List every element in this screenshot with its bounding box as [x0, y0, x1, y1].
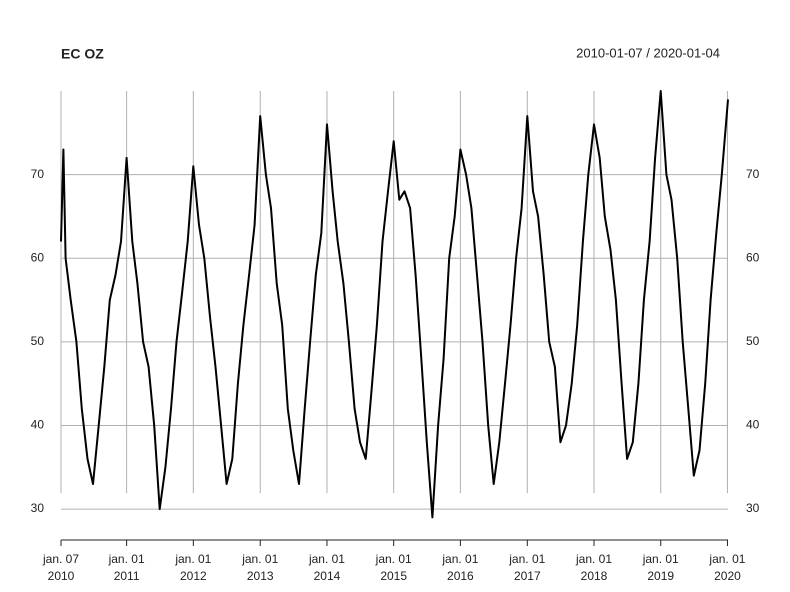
x-tick-label: jan. 01: [441, 552, 478, 566]
x-tick-year: 2017: [514, 569, 541, 583]
y-tick-label: 30: [31, 501, 45, 515]
x-tick-label: jan. 01: [174, 552, 211, 566]
x-tick-label: jan. 01: [308, 552, 345, 566]
x-tick-label: jan. 01: [508, 552, 545, 566]
y-tick-label-right: 30: [746, 501, 760, 515]
x-tick-year: 2011: [114, 569, 140, 583]
x-tick-label: jan. 01: [708, 552, 745, 566]
x-tick-label: jan. 01: [642, 552, 679, 566]
chart-subtitle: 2010-01-07 / 2020-01-04: [576, 45, 720, 60]
y-tick-label-right: 40: [746, 418, 760, 432]
y-tick-label-right: 60: [746, 250, 760, 264]
x-tick-year: 2013: [247, 569, 274, 583]
x-tick-year: 2019: [647, 569, 674, 583]
series-line: [60, 90, 729, 519]
x-tick-year: 2016: [447, 569, 474, 583]
y-tick-label: 70: [31, 167, 45, 181]
x-tick-year: 2012: [180, 569, 207, 583]
x-tick-year: 2020: [714, 569, 741, 583]
y-tick-label: 40: [31, 418, 45, 432]
x-tick-label: jan. 01: [241, 552, 278, 566]
y-tick-label: 50: [31, 334, 45, 348]
x-tick-label: jan. 01: [375, 552, 412, 566]
y-tick-label-right: 70: [746, 167, 760, 181]
y-tick-label-right: 50: [746, 334, 760, 348]
x-tick-year: 2010: [48, 569, 75, 583]
x-tick-year: 2018: [581, 569, 608, 583]
x-tick-year: 2014: [314, 569, 341, 583]
x-tick-label: jan. 01: [108, 552, 145, 566]
x-tick-label: jan. 01: [575, 552, 612, 566]
x-tick-year: 2015: [380, 569, 407, 583]
x-tick-label: jan. 07: [42, 552, 79, 566]
y-tick-label: 60: [31, 250, 45, 264]
chart-title: EC OZ: [61, 46, 104, 62]
